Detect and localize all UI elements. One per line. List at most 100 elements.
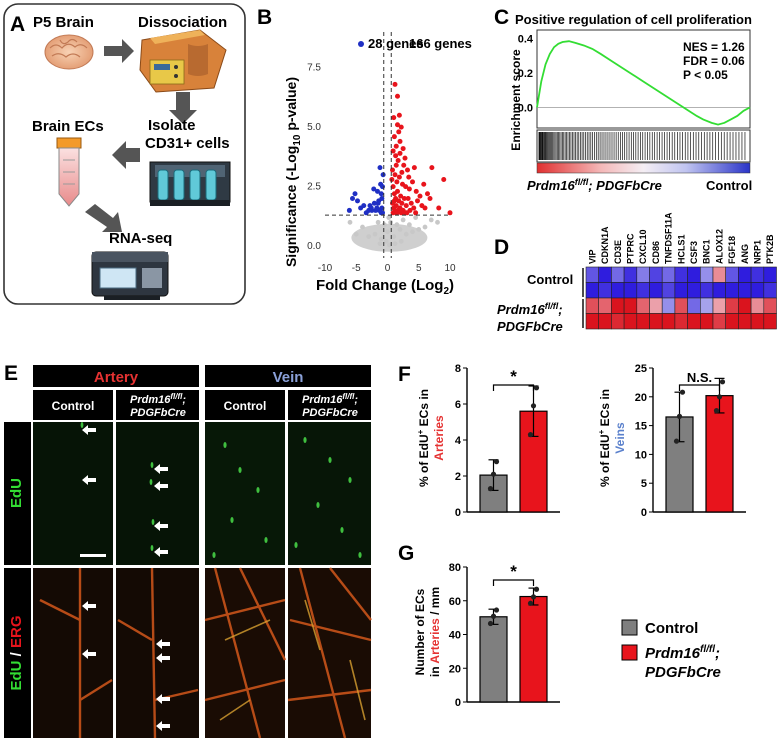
magnet-rack-icon	[149, 161, 231, 206]
arrow-icon	[112, 141, 140, 169]
volcano-plot: -10 -5 0 5 10 0.0 2.5 5.0 7.5	[307, 32, 456, 274]
heatmap-cell	[623, 282, 638, 299]
volcano-point-ns	[378, 236, 384, 242]
heatmap-cell	[674, 282, 688, 299]
volcano-point-up	[391, 115, 397, 121]
volcano-xtick: 0	[385, 263, 391, 274]
label-p5-brain: P5 Brain	[33, 14, 94, 31]
bar	[479, 616, 508, 703]
volcano-point-up	[396, 174, 402, 180]
heatmap-cell	[725, 266, 739, 283]
volcano-point-ns	[372, 231, 378, 237]
bar-ytick: 15	[635, 421, 647, 433]
gsea-rank-gradient	[536, 162, 751, 174]
heatmap: VIP CDKN1A CD3E PTPRC CXCL10 CD86 TNFDSF11A HCL…	[582, 212, 777, 330]
heatmap-column-label: HCLS1	[676, 234, 686, 264]
volcano-point-down	[376, 198, 382, 204]
heatmap-cell	[712, 282, 726, 299]
significance-label: *	[510, 367, 517, 386]
data-point	[676, 413, 683, 419]
panel-a: A P5 Brain Dissociation Isolate CD31+ ce…	[3, 3, 246, 305]
data-point	[530, 594, 537, 600]
panel-f: F 0 2 4 6 8 * 0 5 10 15 20 25 N.S. % of EdU+ ECs in…	[398, 363, 746, 519]
heatmap-cell	[725, 297, 739, 314]
significance-bracket	[492, 579, 535, 586]
volcano-ytick: 2.5	[307, 182, 321, 193]
volcano-point-up	[393, 153, 399, 159]
volcano-point-down	[380, 172, 386, 178]
bar-ytick: 60	[449, 596, 461, 608]
volcano-point-down	[374, 205, 380, 211]
heatmap-cell	[585, 313, 599, 330]
volcano-point-up	[447, 210, 453, 216]
volcano-point-up	[427, 196, 433, 202]
volcano-point-up	[422, 205, 428, 211]
heatmap-cell	[699, 266, 714, 283]
volcano-point-down	[352, 191, 358, 197]
volcano-point-ns	[413, 215, 419, 220]
gsea-ytick: 0.4	[518, 34, 534, 46]
legend-up-count: 166 genes	[409, 36, 472, 51]
label-dissociation: Dissociation	[138, 14, 227, 31]
volcano-point-up	[406, 186, 412, 192]
volcano-point-up	[400, 146, 406, 152]
volcano-point-ns	[366, 234, 372, 239]
label-brain-ecs: Brain ECs	[32, 118, 104, 135]
volcano-point-up	[395, 122, 400, 128]
legend-swatch-control	[621, 619, 638, 636]
heatmap-cell	[636, 266, 650, 283]
data-point	[673, 438, 680, 444]
volcano-point-down	[378, 191, 384, 197]
panel-label-f: F	[398, 363, 411, 386]
heatmap-cell	[674, 297, 688, 314]
heatmap-cell	[661, 266, 676, 283]
bar-ytick: 8	[455, 363, 461, 375]
heatmap-column-label: CD3E	[613, 240, 623, 264]
data-point	[527, 432, 534, 438]
header-artery-mutant-line2: PDGFbCre	[130, 407, 186, 419]
bar-chart-density: 0 20 40 60 80 *	[449, 562, 560, 709]
volcano-point-up	[393, 203, 399, 209]
volcano-point-ns	[388, 219, 394, 225]
heatmap-cell	[649, 313, 663, 330]
data-point	[533, 385, 540, 391]
dissociator-icon	[139, 29, 227, 93]
volcano-point-ns	[391, 234, 397, 239]
data-point	[490, 471, 497, 477]
heatmap-cell	[623, 297, 638, 314]
volcano-point-up	[395, 157, 401, 163]
tube-icon	[56, 137, 82, 207]
volcano-point-ns	[400, 217, 406, 223]
volcano-point-ns	[416, 227, 422, 232]
heatmap-cell	[611, 266, 625, 283]
heatmap-cell	[750, 313, 765, 330]
heatmap-cell	[738, 297, 752, 314]
header-vein: Vein	[273, 369, 304, 386]
volcano-point-up	[402, 155, 408, 161]
heatmap-cell	[623, 313, 638, 330]
heatmap-cell	[750, 266, 765, 283]
heatmap-cell	[636, 313, 650, 330]
gsea-plot-area	[536, 29, 751, 129]
significance-label: N.S.	[687, 370, 712, 385]
heatmap-cell	[738, 313, 752, 330]
gsea-left-group: Prdm16fl/fl; PDGFbCre	[527, 177, 662, 193]
heatmap-cell	[725, 313, 739, 330]
heatmap-cell	[687, 266, 701, 283]
heatmap-cell	[674, 266, 688, 283]
significance-bracket	[492, 384, 535, 391]
panel-label-c: C	[494, 6, 509, 29]
gsea-es-line	[536, 40, 751, 126]
panel-g: G 0 20 40 60 80 * Number of ECs in Arteries /…	[398, 542, 560, 709]
heatmap-cell	[661, 282, 676, 299]
volcano-point-up	[413, 188, 419, 194]
heatmap-cell	[661, 313, 676, 330]
heatmap-column-label: CDKN1A	[600, 226, 610, 264]
data-point	[527, 600, 534, 606]
volcano-point-ns	[392, 241, 398, 247]
volcano-point-ns	[353, 231, 359, 237]
ylabel-density-line2: in Arteries / mm	[428, 587, 442, 677]
heatmap-cell	[598, 282, 612, 299]
bar-ytick: 40	[449, 630, 461, 642]
volcano-point-up	[398, 210, 404, 216]
